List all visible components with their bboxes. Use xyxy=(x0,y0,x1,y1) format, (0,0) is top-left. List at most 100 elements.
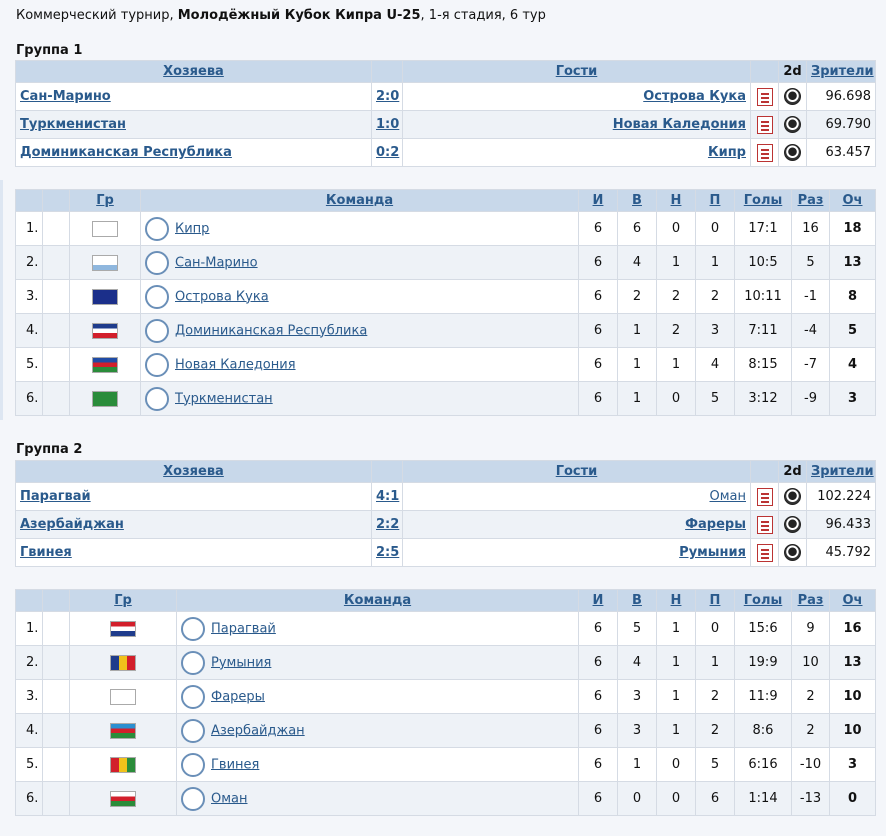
home-team-link[interactable]: Азербайджан xyxy=(20,517,124,532)
standings-row: 6. Оман 6 0 0 6 1:14 -13 0 xyxy=(15,781,876,816)
goals-value: 6:16 xyxy=(734,747,792,782)
score-link[interactable]: 4:1 xyxy=(376,489,400,504)
won-value: 1 xyxy=(617,313,657,348)
col-away[interactable]: Гости xyxy=(402,460,751,483)
col-lost[interactable]: П xyxy=(695,189,735,212)
team-link[interactable]: Гвинея xyxy=(211,757,260,772)
score-link[interactable]: 2:0 xyxy=(376,89,400,104)
match-row: Гвинея 2:5 Румыния 45.792 xyxy=(15,538,876,567)
team-link[interactable]: Туркменистан xyxy=(175,391,273,406)
col-away[interactable]: Гости xyxy=(402,60,751,83)
score-link[interactable]: 2:5 xyxy=(376,545,400,560)
col-team-link[interactable]: Команда xyxy=(325,193,394,208)
score-link[interactable]: 1:0 xyxy=(376,117,400,132)
played-value: 6 xyxy=(578,313,618,348)
home-team-link[interactable]: Парагвай xyxy=(20,489,91,504)
col-draw-link[interactable]: Н xyxy=(670,193,682,208)
home-team-link[interactable]: Гвинея xyxy=(20,545,72,560)
col-gr[interactable]: Гр xyxy=(69,189,141,212)
ball-icon[interactable] xyxy=(784,116,801,133)
col-goals[interactable]: Голы xyxy=(734,589,792,612)
match-report-icon[interactable] xyxy=(756,143,773,162)
col-home[interactable]: Хозяева xyxy=(15,60,372,83)
col-goals-link[interactable]: Голы xyxy=(743,593,783,608)
col-won[interactable]: В xyxy=(617,589,657,612)
col-goals-link[interactable]: Голы xyxy=(743,193,783,208)
team-link[interactable]: Доминиканская Республика xyxy=(175,323,368,338)
col-played[interactable]: И xyxy=(578,189,618,212)
team-link[interactable]: Острова Кука xyxy=(175,289,269,304)
home-team-link[interactable]: Туркменистан xyxy=(20,117,126,132)
team-link[interactable]: Румыния xyxy=(211,655,272,670)
col-diff[interactable]: Раз xyxy=(791,589,830,612)
col-gr-link[interactable]: Гр xyxy=(96,193,114,208)
team-link[interactable]: Новая Каледония xyxy=(175,357,296,372)
home-team-link[interactable]: Сан-Марино xyxy=(20,89,111,104)
points-value: 3 xyxy=(829,747,876,782)
team-link[interactable]: Фареры xyxy=(211,689,265,704)
col-team[interactable]: Команда xyxy=(176,589,579,612)
col-draw[interactable]: Н xyxy=(656,589,696,612)
col-diff-link[interactable]: Раз xyxy=(797,193,824,208)
col-home[interactable]: Хозяева xyxy=(15,460,372,483)
match-report-icon[interactable] xyxy=(756,515,773,534)
col-draw-link[interactable]: Н xyxy=(670,593,682,608)
attendance-value: 69.790 xyxy=(806,110,876,139)
team-link[interactable]: Азербайджан xyxy=(211,723,305,738)
col-played-link[interactable]: И xyxy=(592,193,604,208)
team-link[interactable]: Парагвай xyxy=(211,621,276,636)
diff-value: -1 xyxy=(791,279,830,314)
won-value: 3 xyxy=(617,713,657,748)
match-report-icon[interactable] xyxy=(756,487,773,506)
col-lost-link[interactable]: П xyxy=(709,193,721,208)
ball-icon[interactable] xyxy=(784,88,801,105)
col-won[interactable]: В xyxy=(617,189,657,212)
col-attendance[interactable]: Зрители xyxy=(806,460,876,483)
col-lost[interactable]: П xyxy=(695,589,735,612)
standings-table-1: Гр Команда И В Н П Голы Раз Оч 1. Кипр 6 6 0 0 17:1 16 1… xyxy=(15,189,876,416)
diff-value: 9 xyxy=(791,611,830,646)
attendance-value: 45.792 xyxy=(806,538,876,567)
away-team-link[interactable]: Острова Кука xyxy=(643,89,746,104)
position: 6. xyxy=(15,381,43,416)
away-team-link[interactable]: Румыния xyxy=(679,545,746,560)
diff-value: 2 xyxy=(791,713,830,748)
match-report-icon[interactable] xyxy=(756,87,773,106)
col-played[interactable]: И xyxy=(578,589,618,612)
home-team-link[interactable]: Доминиканская Республика xyxy=(20,145,232,160)
col-team-link[interactable]: Команда xyxy=(343,593,412,608)
col-won-link[interactable]: В xyxy=(632,193,642,208)
col-won-link[interactable]: В xyxy=(632,593,642,608)
ball-icon[interactable] xyxy=(784,144,801,161)
team-link[interactable]: Оман xyxy=(211,791,248,806)
away-team-link[interactable]: Оман xyxy=(709,489,746,504)
score-link[interactable]: 0:2 xyxy=(376,145,400,160)
score-link[interactable]: 2:2 xyxy=(376,517,400,532)
col-diff-link[interactable]: Раз xyxy=(797,593,824,608)
ball-icon[interactable] xyxy=(784,516,801,533)
away-team-link[interactable]: Новая Каледония xyxy=(612,117,746,132)
col-lost-link[interactable]: П xyxy=(709,593,721,608)
ball-icon[interactable] xyxy=(784,488,801,505)
ball-icon[interactable] xyxy=(784,544,801,561)
away-team-link[interactable]: Кипр xyxy=(707,145,746,160)
col-draw[interactable]: Н xyxy=(656,189,696,212)
flag-icon xyxy=(110,654,136,671)
col-points-link[interactable]: Оч xyxy=(842,193,863,208)
match-report-icon[interactable] xyxy=(756,543,773,562)
away-team-link[interactable]: Фареры xyxy=(685,517,746,532)
col-attendance[interactable]: Зрители xyxy=(806,60,876,83)
col-diff[interactable]: Раз xyxy=(791,189,830,212)
col-points-link[interactable]: Оч xyxy=(842,593,863,608)
col-goals[interactable]: Голы xyxy=(734,189,792,212)
col-points[interactable]: Оч xyxy=(829,189,876,212)
col-points[interactable]: Оч xyxy=(829,589,876,612)
col-gr[interactable]: Гр xyxy=(69,589,177,612)
match-report-icon[interactable] xyxy=(756,115,773,134)
team-link[interactable]: Кипр xyxy=(175,221,210,236)
team-link[interactable]: Сан-Марино xyxy=(175,255,258,270)
col-played-link[interactable]: И xyxy=(592,593,604,608)
col-team[interactable]: Команда xyxy=(140,189,579,212)
col-gr-link[interactable]: Гр xyxy=(114,593,132,608)
points-value: 5 xyxy=(829,313,876,348)
